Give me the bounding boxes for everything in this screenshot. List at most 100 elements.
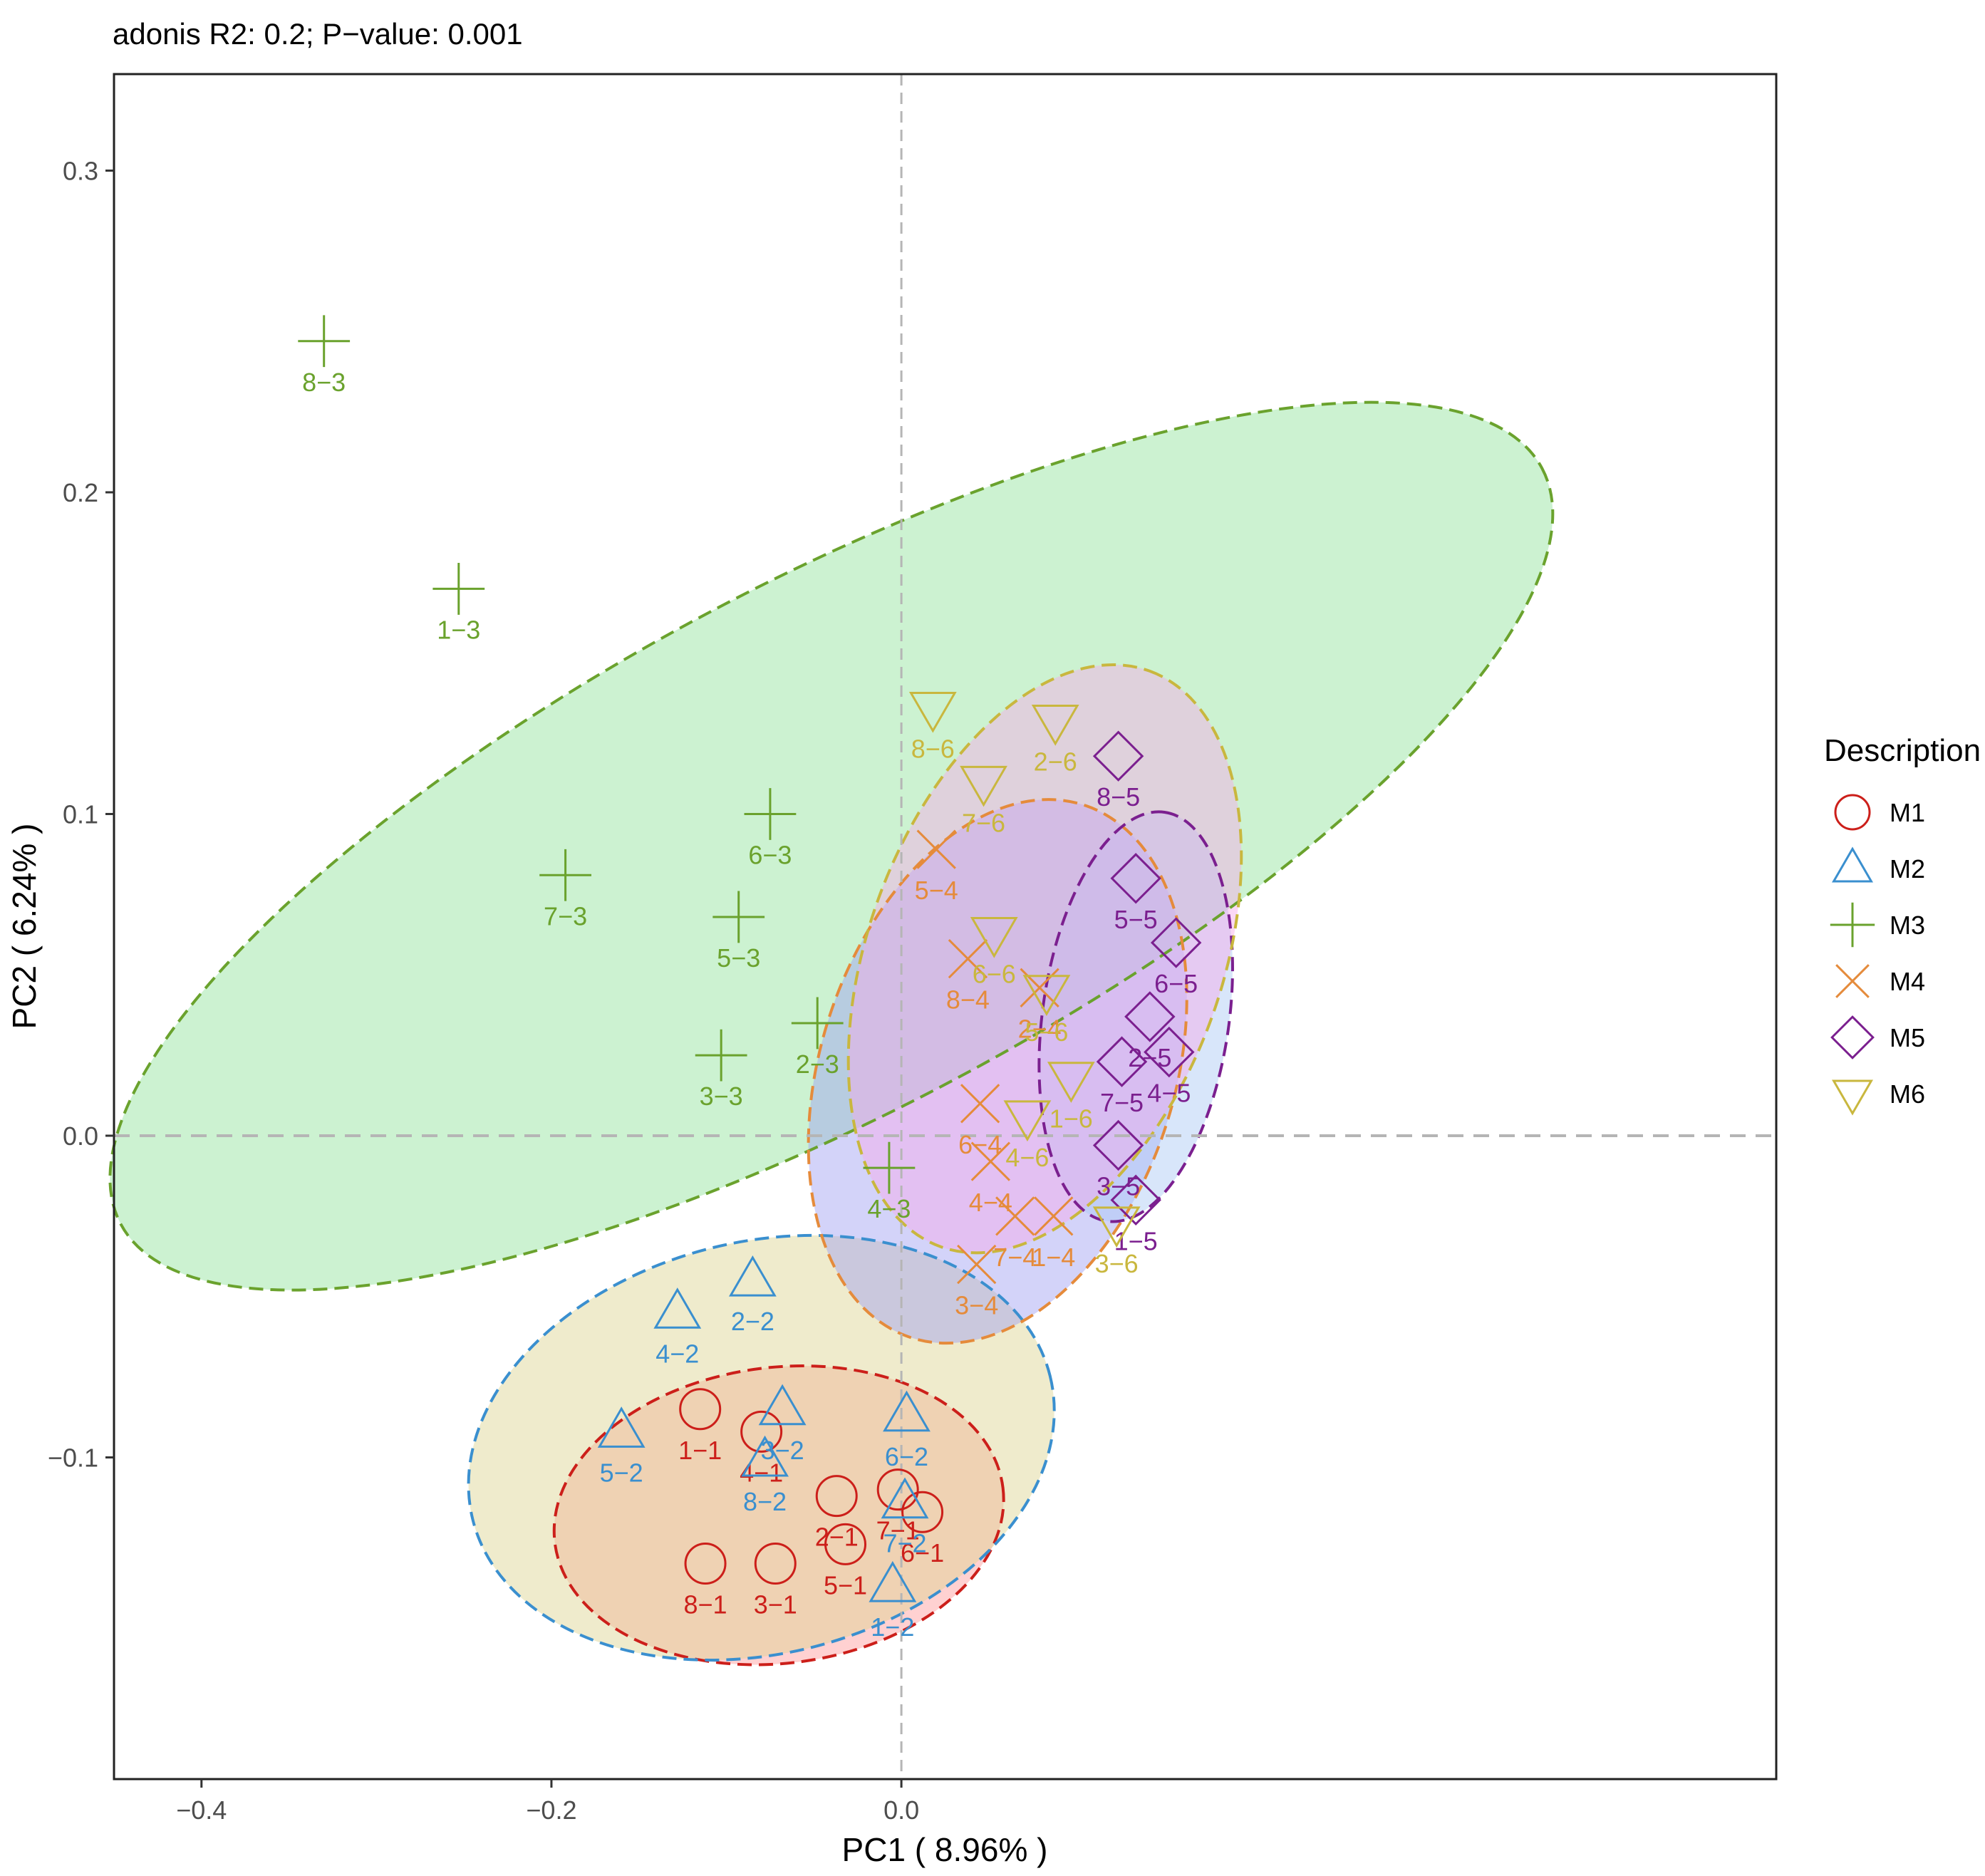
legend-key-m2: [1831, 846, 1874, 883]
ellipse-layer: [108, 400, 1555, 1667]
point-label-m3: 2−3: [796, 1050, 839, 1079]
data-point-m1: [876, 1468, 919, 1511]
point-label-m1: 4−1: [740, 1458, 783, 1487]
legend-key-m4: [1835, 964, 1870, 998]
data-point-m4: [995, 1196, 1035, 1236]
data-point-m1: [684, 1542, 727, 1585]
ellipse-outline-m6: [846, 663, 1243, 1255]
data-point-m2: [741, 1435, 789, 1477]
data-point-m1: [815, 1475, 858, 1518]
point-label-m6: 6−6: [973, 960, 1016, 989]
ellipse-outline-m2: [467, 1233, 1056, 1662]
data-point-m2: [881, 1477, 929, 1519]
point-label-m1: 7−1: [876, 1516, 920, 1545]
ellipse-fill-m6: [848, 664, 1242, 1253]
data-point-m2: [597, 1406, 646, 1448]
chart-subtitle: adonis R2: 0.2; P−value: 0.001: [113, 17, 523, 51]
point-label-m1: 8−1: [684, 1590, 727, 1619]
data-point-m6: [970, 917, 1018, 958]
point-label-m3: 1−3: [437, 615, 480, 644]
data-point-m3: [712, 891, 765, 943]
data-point-m4: [970, 1141, 1011, 1181]
point-label-m6: 3−6: [1095, 1249, 1139, 1278]
point-label-m2: 8−2: [743, 1487, 787, 1516]
data-point-m2: [728, 1255, 777, 1297]
axes-layer: −0.4 −0.2 0.0 0.3 0.2 0.1 0.0 −0.1: [48, 156, 919, 1825]
point-label-m2: 5−2: [600, 1458, 643, 1487]
data-point-m6: [1003, 1100, 1052, 1142]
point-label-m5: 1−5: [1114, 1226, 1158, 1255]
point-label-m5: 7−5: [1100, 1088, 1144, 1117]
plot-panel-border: [113, 73, 1778, 1781]
ellipse-outline-m5: [1037, 810, 1234, 1223]
data-point-m5: [1110, 1174, 1161, 1226]
data-point-m3: [863, 1141, 916, 1194]
ellipse-fill-m3: [110, 402, 1553, 1290]
point-label-m2: 4−2: [655, 1339, 699, 1368]
point-label-m6: 2−6: [1034, 747, 1077, 777]
data-point-m4: [957, 1244, 997, 1285]
point-label-m5: 4−5: [1147, 1079, 1191, 1108]
x-tick-label: −0.2: [526, 1795, 576, 1825]
data-point-m4: [960, 1084, 1000, 1124]
data-point-m5: [1110, 853, 1161, 904]
data-point-m2: [758, 1384, 807, 1426]
data-point-m2: [883, 1390, 931, 1432]
data-point-m5: [1092, 730, 1144, 782]
legend-label-m6: M6: [1890, 1079, 1925, 1109]
point-label-m1: 1−1: [678, 1436, 722, 1465]
point-label-m6: 1−6: [1049, 1104, 1093, 1134]
point-label-m1: 6−1: [901, 1538, 944, 1567]
legend-label-m5: M5: [1890, 1023, 1925, 1052]
legend-key-m1: [1834, 794, 1871, 831]
ellipse-outline-m3: [108, 400, 1555, 1292]
point-label-m4: 7−4: [993, 1243, 1037, 1272]
data-point-m6: [960, 765, 1007, 807]
point-label-m3: 6−3: [748, 840, 792, 869]
point-label-m6: 8−6: [911, 734, 955, 763]
legend-label-m3: M3: [1890, 911, 1925, 940]
data-point-m4: [916, 829, 956, 869]
x-tick-label: 0.0: [883, 1795, 919, 1825]
ellipse-fill-m4: [808, 799, 1187, 1344]
point-label-m4: 4−4: [969, 1188, 1012, 1217]
ellipse-fill-m5: [1039, 812, 1233, 1222]
y-tick-label: 0.3: [63, 156, 98, 185]
data-point-m2: [653, 1287, 702, 1329]
point-label-m2: 6−2: [885, 1442, 928, 1471]
data-point-m5: [1144, 1026, 1195, 1078]
data-point-m3: [695, 1029, 747, 1082]
point-label-m4: 8−4: [946, 985, 990, 1015]
data-point-m2: [869, 1560, 917, 1602]
data-point-m6: [908, 691, 957, 733]
y-tick-label: −0.1: [48, 1443, 98, 1472]
point-label-m6: 7−6: [962, 808, 1005, 837]
reference-lines: [114, 74, 1776, 1779]
data-point-m1: [754, 1542, 797, 1585]
point-label-m3: 3−3: [700, 1082, 743, 1111]
point-label-m2: 3−2: [761, 1436, 804, 1465]
point-label-m4: 5−4: [915, 876, 958, 905]
data-point-m1: [740, 1410, 783, 1453]
legend-label-m4: M4: [1890, 967, 1925, 996]
data-point-m6: [1047, 1062, 1095, 1103]
point-label-m5: 5−5: [1114, 905, 1158, 934]
y-tick-label: 0.2: [63, 478, 98, 507]
point-label-m5: 3−5: [1097, 1172, 1140, 1201]
data-point-m6: [1092, 1206, 1141, 1248]
ellipse-outline-m4: [807, 798, 1188, 1345]
point-label-m3: 8−3: [302, 368, 346, 397]
points-layer: 1−12−13−14−15−16−17−18−11−22−23−24−25−26…: [298, 315, 1202, 1642]
y-axis-label: PC2 ( 6.24% ): [6, 824, 43, 1030]
legend-key-m3: [1830, 902, 1875, 948]
ellipse-fill-m2: [468, 1235, 1054, 1660]
data-point-m5: [1092, 1119, 1144, 1171]
data-point-m3: [791, 997, 844, 1050]
data-point-m3: [744, 788, 797, 840]
point-label-m3: 5−3: [717, 943, 760, 973]
data-point-m5: [1150, 917, 1202, 968]
point-label-m1: 5−1: [824, 1570, 867, 1600]
data-point-m3: [298, 315, 351, 368]
